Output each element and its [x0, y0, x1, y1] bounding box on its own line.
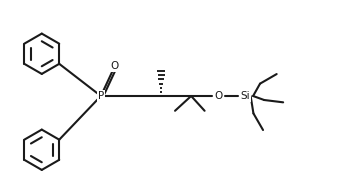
Text: O: O: [110, 61, 119, 71]
Text: O: O: [214, 91, 222, 101]
Text: P: P: [98, 91, 104, 101]
Text: Si: Si: [240, 91, 250, 101]
